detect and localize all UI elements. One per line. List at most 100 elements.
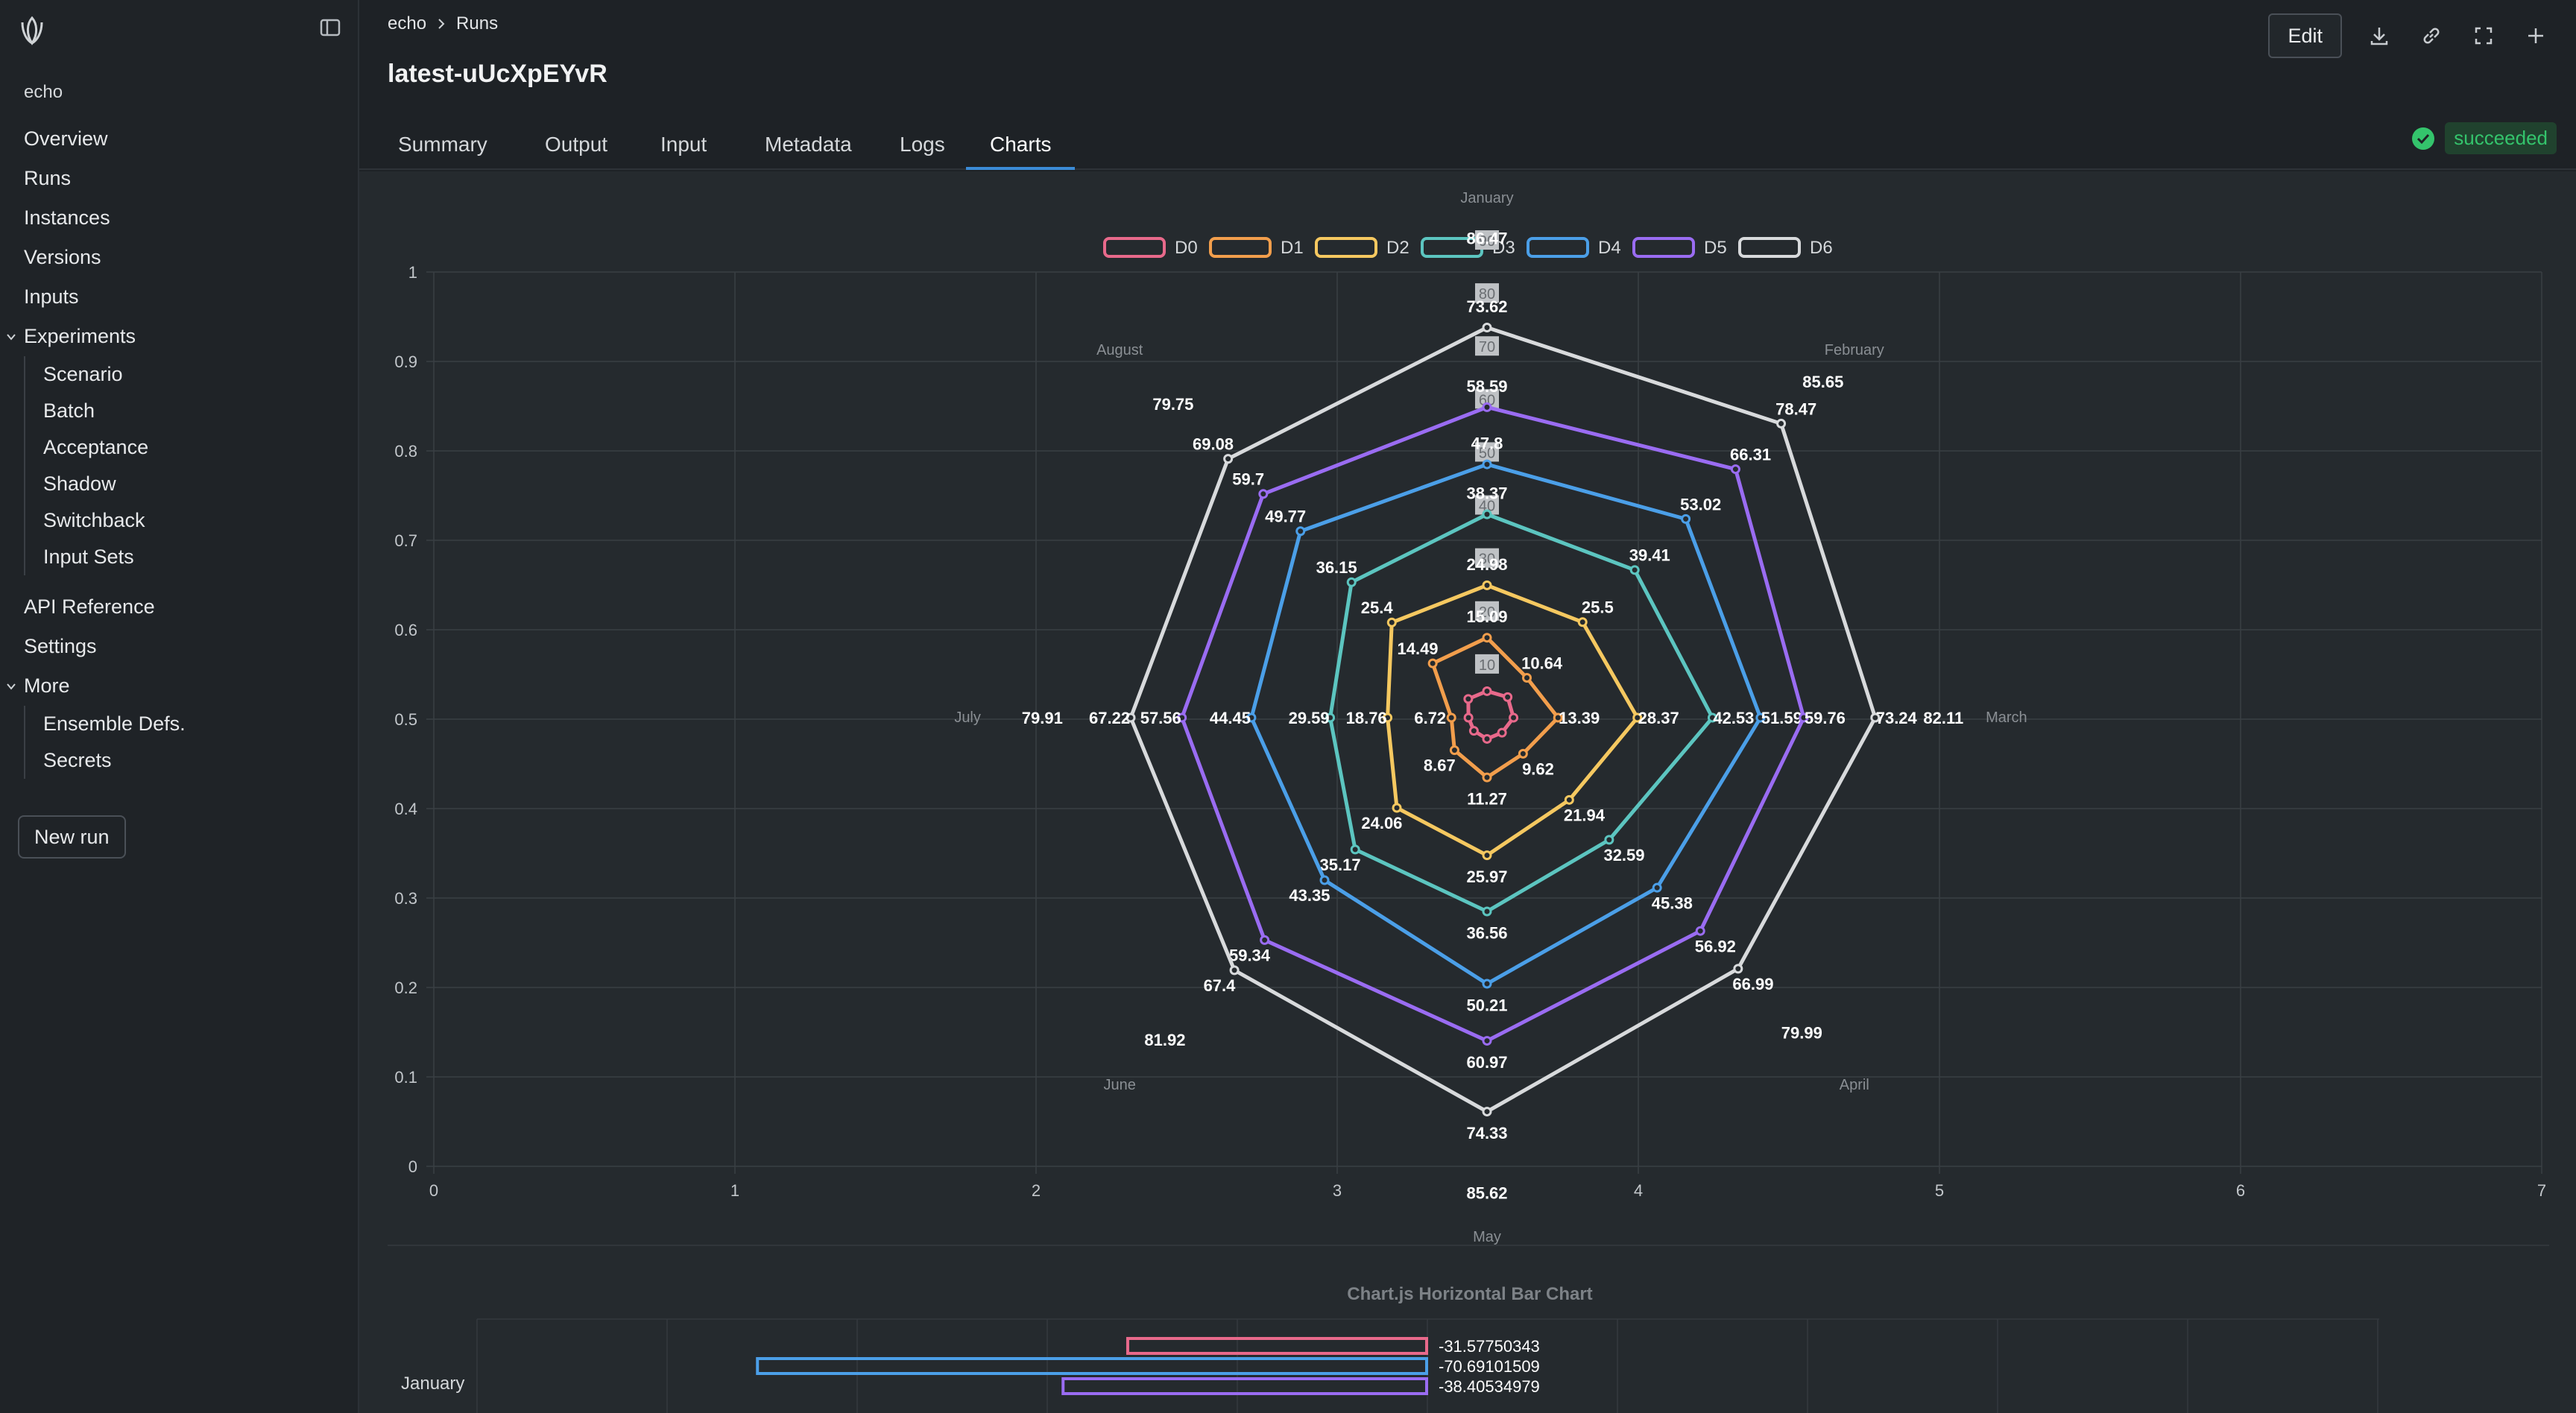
bar-D5	[1063, 1379, 1427, 1394]
sidebar-item-api-reference[interactable]: API Reference	[0, 587, 358, 627]
radar-data-label: 51.59	[1761, 709, 1802, 727]
check-circle-icon	[2411, 126, 2436, 151]
page-title: latest-uUcXpEYvR	[388, 60, 607, 89]
radar-data-label: 24.06	[1361, 814, 1402, 832]
radar-series: 15.0910.6413.399.6211.278.676.7214.4924.…	[1022, 230, 1963, 1203]
radar-data-label: 59.7	[1232, 470, 1264, 489]
radar-point	[1260, 490, 1267, 498]
sidebar-item-acceptance[interactable]: Acceptance	[24, 429, 358, 466]
radar-point	[1321, 876, 1328, 884]
radar-data-label: 45.38	[1652, 894, 1693, 912]
sidebar-item-batch[interactable]: Batch	[24, 393, 358, 429]
y-tick-label: 0.7	[394, 531, 417, 550]
sidebar-item-inputs[interactable]: Inputs	[0, 277, 358, 317]
radar-point-label: February	[1825, 342, 1884, 358]
sidebar-item-switchback[interactable]: Switchback	[24, 502, 358, 539]
radar-data-label: 53.02	[1680, 495, 1721, 513]
sidebar-group-experiments[interactable]: Experiments	[0, 317, 358, 356]
bar-category-label: January	[401, 1374, 464, 1394]
sidebar-item-instances[interactable]: Instances	[0, 198, 358, 238]
sidebar-group-more[interactable]: More	[0, 666, 358, 706]
radar-point	[1519, 750, 1527, 757]
link-icon[interactable]	[2416, 21, 2446, 51]
legend-label: D5	[1704, 238, 1727, 258]
breadcrumb-runs-link[interactable]: Runs	[456, 13, 498, 34]
radar-point	[1483, 687, 1491, 695]
radar-point	[1465, 714, 1472, 721]
radar-point	[1231, 967, 1238, 974]
chevron-down-icon	[6, 681, 16, 692]
sidebar-item-overview[interactable]: Overview	[0, 119, 358, 159]
radar-point	[1504, 693, 1512, 701]
y-tick-label: 0.9	[394, 353, 417, 371]
plus-icon[interactable]	[2521, 21, 2551, 51]
fullscreen-icon[interactable]	[2469, 21, 2498, 51]
tab-output[interactable]: Output	[521, 125, 631, 170]
legend-swatch	[1105, 238, 1164, 256]
x-tick-label: 4	[1634, 1181, 1643, 1200]
sidebar-item-versions[interactable]: Versions	[0, 238, 358, 277]
sidebar-item-scenario[interactable]: Scenario	[24, 356, 358, 393]
breadcrumb-app-link[interactable]: echo	[388, 13, 426, 34]
sidebar-item-runs[interactable]: Runs	[0, 159, 358, 198]
radar-point	[1225, 455, 1232, 463]
radar-point	[1470, 727, 1477, 735]
radar-data-label: 60.97	[1466, 1053, 1507, 1072]
toolbar: Edit	[2268, 13, 2551, 58]
radar-point	[1351, 846, 1359, 853]
radar-data-label: 24.98	[1466, 555, 1507, 574]
radar-data-label: 38.37	[1466, 484, 1507, 503]
radar-data-label: 47.8	[1471, 434, 1503, 453]
radar-data-label: 28.37	[1638, 709, 1679, 727]
sidebar-group-label: Experiments	[24, 325, 136, 347]
radar-point	[1606, 836, 1613, 844]
sidebar-item-shadow[interactable]: Shadow	[24, 466, 358, 502]
radar-data-label: 57.56	[1140, 709, 1181, 727]
sidebar-item-ensemble-defs[interactable]: Ensemble Defs.	[24, 706, 358, 742]
bar-value-label: -38.40534979	[1439, 1377, 1540, 1396]
sidebar-item-secrets[interactable]: Secrets	[24, 742, 358, 779]
radar-data-label: 67.22	[1089, 709, 1130, 727]
radar-data-label: 43.35	[1289, 886, 1330, 905]
radar-data-label: 78.47	[1775, 399, 1816, 418]
radar-data-label: 49.77	[1265, 508, 1306, 526]
radar-point	[1348, 578, 1355, 586]
download-icon[interactable]	[2364, 21, 2394, 51]
tab-logs[interactable]: Logs	[876, 125, 969, 170]
radar-point-label: January	[1460, 190, 1513, 206]
radar-data-label: 59.34	[1229, 946, 1271, 964]
radar-point	[1734, 965, 1742, 973]
status-badge: succeeded	[2445, 122, 2557, 154]
edit-button[interactable]: Edit	[2268, 13, 2342, 58]
radar-data-label: 10.64	[1521, 654, 1563, 672]
sidebar-item-settings[interactable]: Settings	[0, 627, 358, 666]
app-logo-icon[interactable]	[19, 15, 45, 46]
radar-point-label: July	[954, 709, 981, 726]
radar-data-label: 66.31	[1730, 445, 1771, 464]
radar-point	[1483, 581, 1491, 589]
tab-metadata[interactable]: Metadata	[741, 125, 876, 170]
y-tick-label: 1	[408, 263, 417, 282]
tab-input[interactable]: Input	[637, 125, 730, 170]
radar-point	[1388, 619, 1395, 626]
radar-point	[1483, 980, 1491, 987]
legend-label: D4	[1598, 238, 1621, 258]
radar-point-label: April	[1840, 1077, 1869, 1093]
radar-data-label: 13.39	[1559, 709, 1600, 727]
radar-point	[1498, 729, 1506, 736]
radar-point	[1565, 796, 1573, 803]
radar-data-label: 9.62	[1522, 759, 1554, 778]
run-status: succeeded	[2411, 122, 2557, 154]
new-run-button[interactable]: New run	[18, 815, 126, 859]
radar-point	[1483, 852, 1491, 859]
tab-summary[interactable]: Summary	[374, 125, 511, 170]
sidebar-item-input-sets[interactable]: Input Sets	[24, 539, 358, 575]
radar-data-label: 74.33	[1466, 1124, 1507, 1142]
radar-point	[1448, 714, 1455, 721]
legend-swatch	[1528, 238, 1588, 256]
main-content: echo Runs latest-uUcXpEYvR Edit Summary …	[359, 0, 2576, 1413]
radar-data-label: 35.17	[1320, 856, 1361, 874]
legend-swatch	[1316, 238, 1376, 256]
sidebar-toggle-icon[interactable]	[319, 16, 341, 39]
tab-charts[interactable]: Charts	[966, 125, 1075, 170]
